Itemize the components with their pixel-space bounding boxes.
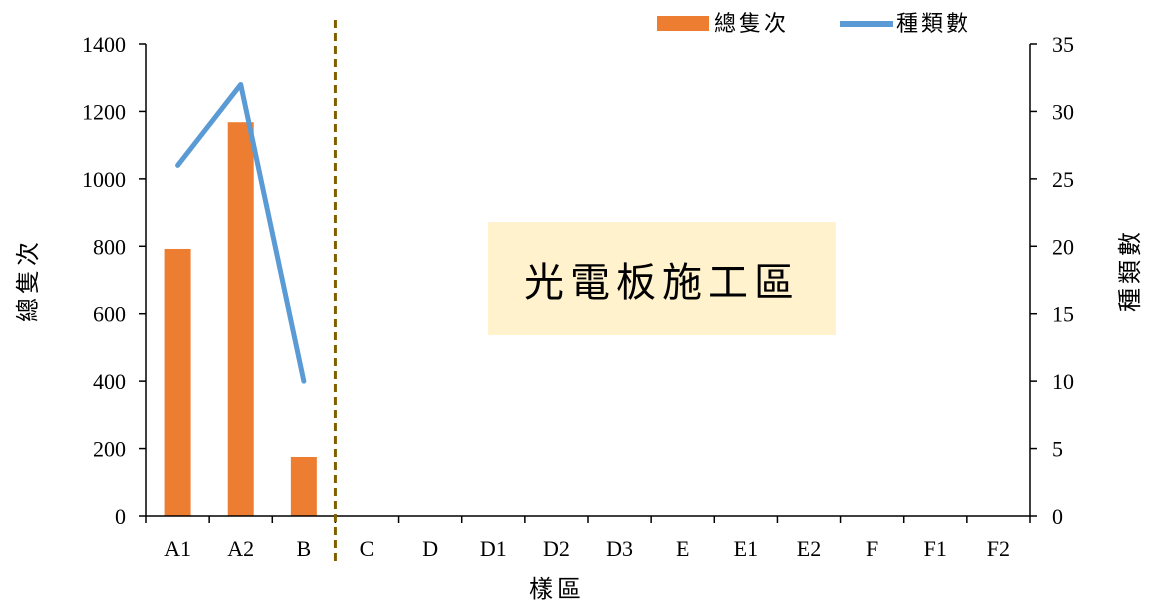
x-tick-label: F (866, 536, 878, 561)
y-tick-label: 1200 (82, 99, 126, 124)
y-tick-label: 1400 (82, 32, 126, 57)
x-tick-label: B (297, 536, 312, 561)
x-tick-label: A1 (164, 536, 191, 561)
legend-label-line: 種類數 (896, 12, 971, 37)
bar-A2 (227, 122, 254, 517)
y-tick-label: 0 (115, 504, 126, 529)
x-tick-label: D3 (606, 536, 633, 561)
x-tick-label: A2 (227, 536, 254, 561)
y2-tick-label: 15 (1052, 302, 1074, 327)
legend: 總隻次 種類數 (657, 12, 971, 37)
x-tick-label: E1 (734, 536, 758, 561)
x-tick-label: F2 (987, 536, 1010, 561)
y2-tick-label: 30 (1052, 99, 1074, 124)
annotation-text: 光電板施工區 (524, 260, 800, 306)
y2-axis-title: 種類數 (1116, 228, 1144, 312)
bar-B (290, 457, 317, 516)
y2-tick-label: 25 (1052, 167, 1074, 192)
y-tick-label: 600 (93, 302, 126, 327)
x-axis-title: 樣區 (529, 575, 585, 603)
y2-tick-label: 10 (1052, 369, 1074, 394)
x-tick-label: D1 (480, 536, 507, 561)
y2-tick-label: 35 (1052, 32, 1074, 57)
x-tick-label: C (360, 536, 375, 561)
y-tick-label: 400 (93, 369, 126, 394)
legend-swatch-bar (657, 16, 709, 31)
x-tick-label: D (422, 536, 438, 561)
y-axis-title: 總隻次 (14, 238, 42, 322)
y2-tick-label: 20 (1052, 234, 1074, 259)
x-tick-label: D2 (543, 536, 570, 561)
bar-A1 (164, 248, 191, 517)
annotation-box (488, 222, 836, 335)
y-tick-label: 200 (93, 437, 126, 462)
legend-label-bar: 總隻次 (714, 12, 789, 37)
x-tick-label: E (676, 536, 689, 561)
y2-tick-label: 0 (1052, 504, 1063, 529)
y-tick-label: 1000 (82, 167, 126, 192)
x-tick-label: E2 (797, 536, 821, 561)
y2-tick-label: 5 (1052, 437, 1063, 462)
x-tick-label: F1 (924, 536, 947, 561)
y-tick-label: 800 (93, 234, 126, 259)
